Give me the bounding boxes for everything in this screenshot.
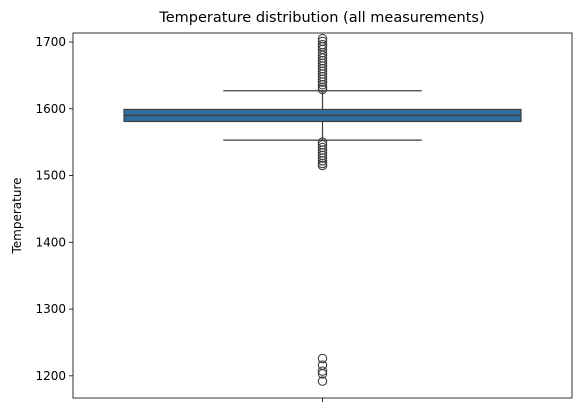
- outlier-point: [317, 353, 328, 364]
- outlier-point: [317, 376, 328, 386]
- outlier-point: [317, 137, 328, 147]
- axis-layer: 1200 1300 1400 1500 1600 1700: [35, 35, 323, 402]
- outlier-point: [317, 33, 328, 44]
- y-axis-label: Temperature: [10, 177, 24, 254]
- outlier-point: [317, 360, 328, 370]
- outlier-point: [317, 366, 328, 376]
- outlier-layer: [317, 33, 328, 386]
- outlier-point: [317, 39, 328, 50]
- y-tick-label: 1200: [35, 369, 66, 383]
- outlier-point: [317, 142, 328, 153]
- box-layer: [123, 90, 522, 141]
- y-tick-label: 1600: [35, 102, 66, 116]
- y-tick-label: 1700: [35, 35, 66, 49]
- chart-title: Temperature distribution (all measuremen…: [158, 10, 484, 26]
- y-tick-label: 1400: [35, 235, 66, 249]
- y-tick-label: 1500: [35, 169, 66, 183]
- plot-frame: [72, 32, 573, 399]
- y-tick-label: 1300: [35, 302, 66, 316]
- outlier-point: [317, 140, 328, 150]
- outlier-point: [317, 36, 328, 47]
